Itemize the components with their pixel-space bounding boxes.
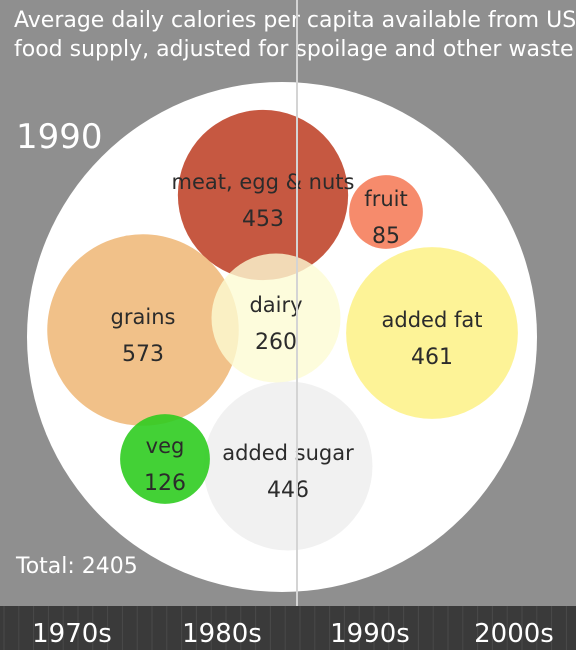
- bubble-value-fruit: 85: [372, 224, 400, 249]
- bubble-value-added-fat: 461: [411, 345, 453, 370]
- timeline-decade-1970s[interactable]: 1970s: [32, 619, 112, 649]
- bubble-value-veg: 126: [144, 471, 186, 496]
- bubble-dairy[interactable]: [211, 253, 341, 383]
- total-label: Total: 2405: [15, 554, 138, 579]
- timeline-decade-1990s[interactable]: 1990s: [330, 619, 410, 649]
- chart-title-line-1: Average daily calories per capita availa…: [14, 8, 576, 33]
- bubble-label-meat-egg-nuts: meat, egg & nuts: [172, 170, 355, 194]
- bubble-value-added-sugar: 446: [267, 478, 309, 503]
- bubble-grains[interactable]: [47, 234, 239, 426]
- bubble-veg[interactable]: [120, 414, 210, 504]
- bubble-fruit[interactable]: [349, 175, 423, 249]
- bubble-label-added-sugar: added sugar: [222, 441, 354, 465]
- bubble-value-grains: 573: [122, 342, 164, 367]
- timeline-ticks: [3, 606, 567, 650]
- bubble-label-fruit: fruit: [364, 187, 407, 211]
- timeline-bar: [0, 606, 576, 650]
- bubble-label-dairy: dairy: [249, 293, 302, 317]
- bubbles-group: meat, egg & nuts 453 grains 573 fruit 85 added…: [47, 109, 518, 551]
- chart-title-line-2: food supply, adjusted for spoilage and o…: [14, 37, 574, 62]
- timeline-decade-1980s[interactable]: 1980s: [182, 619, 262, 649]
- bubble-added-fat[interactable]: [346, 247, 518, 419]
- bubble-label-veg: veg: [146, 434, 185, 458]
- bubble-value-dairy: 260: [255, 330, 297, 355]
- timeline-decade-2000s[interactable]: 2000s: [474, 619, 554, 649]
- bubble-added-sugar[interactable]: [203, 381, 373, 551]
- year-label: 1990: [16, 117, 103, 157]
- bubble-label-added-fat: added fat: [382, 308, 483, 332]
- bubble-meat-egg-nuts[interactable]: [177, 109, 349, 281]
- bubble-value-meat-egg-nuts: 453: [242, 207, 284, 232]
- timeline-decades: 1970s 1980s 1990s 2000s: [32, 619, 554, 649]
- bubble-label-grains: grains: [111, 305, 176, 329]
